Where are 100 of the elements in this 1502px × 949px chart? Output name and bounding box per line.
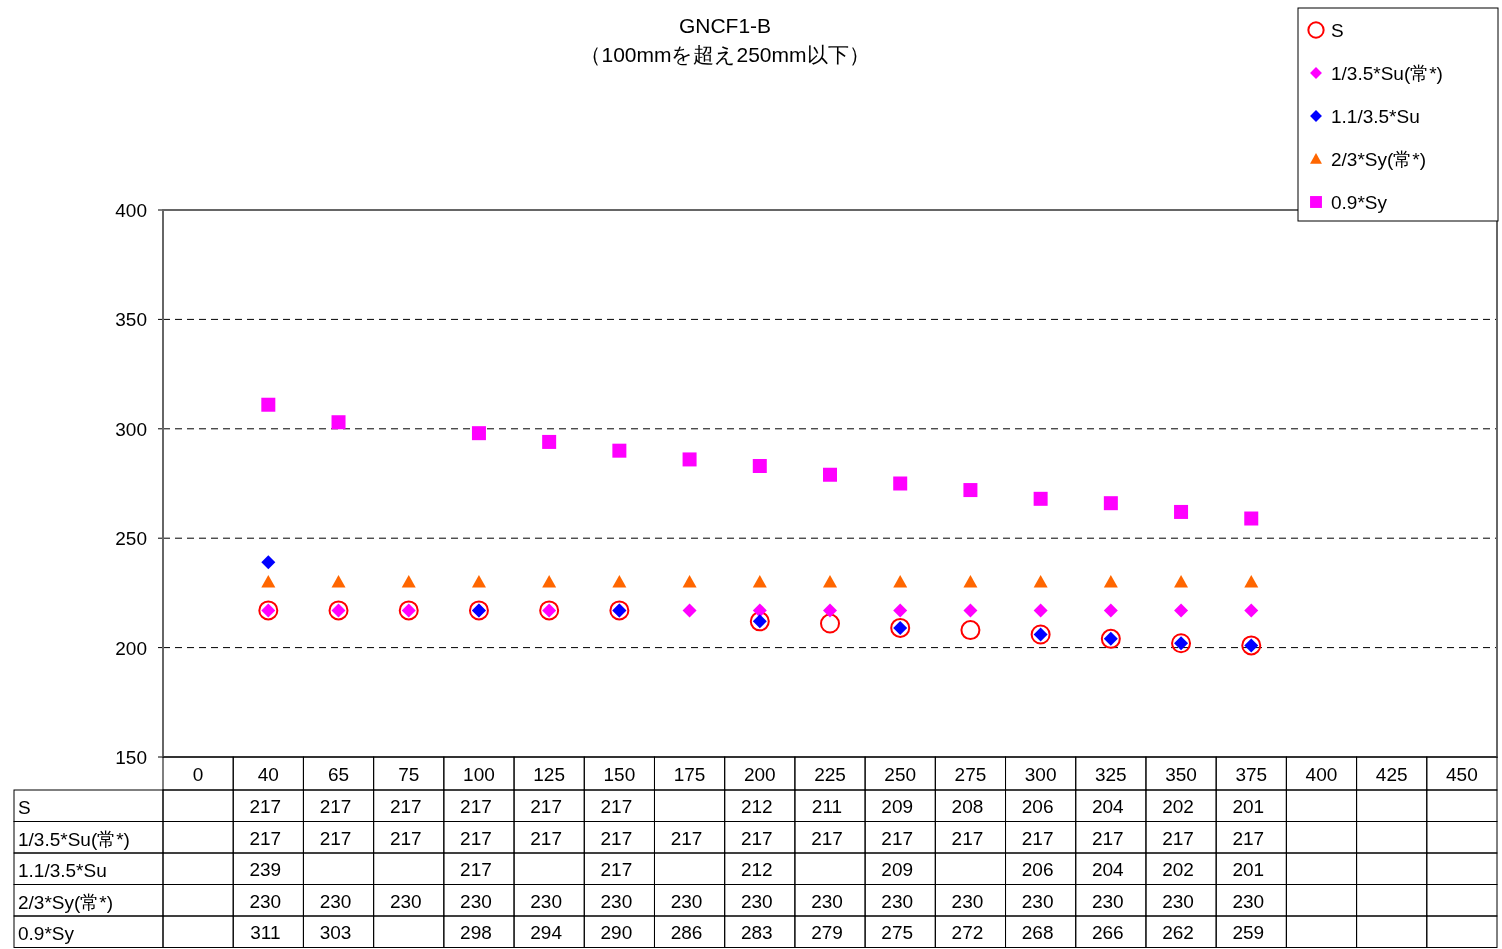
data-label: 303 <box>319 922 352 943</box>
x-tick-label: 40 <box>257 764 279 785</box>
data-label: 294 <box>530 922 563 943</box>
x-tick-label: 375 <box>1235 764 1268 785</box>
legend-label: 1.1/3.5*Su <box>1331 106 1420 127</box>
data-label: 217 <box>881 827 914 849</box>
x-tick-label: 150 <box>603 764 636 785</box>
y-tick-label: 150 <box>115 747 147 768</box>
x-tick-label: 450 <box>1446 764 1478 785</box>
data-label: 217 <box>389 796 422 817</box>
data-label: 217 <box>530 796 563 817</box>
data-label: 217 <box>319 827 352 849</box>
data-label: 217 <box>460 796 492 817</box>
data-label: 272 <box>951 922 984 943</box>
text: S <box>18 797 31 818</box>
text: 1/3.5*Su(常*) <box>18 828 130 850</box>
x-tick-label: 225 <box>814 764 846 785</box>
x-tick-label: 425 <box>1375 764 1408 785</box>
data-label: 202 <box>1162 859 1194 880</box>
data-label: 217 <box>460 827 492 849</box>
data-label: 208 <box>951 796 984 817</box>
data-label: 230 <box>1162 890 1194 912</box>
y-tick-label: 300 <box>115 418 147 440</box>
data-label: 230 <box>881 890 914 912</box>
chart-title: GNCF1-B <box>678 14 772 37</box>
data-label: 209 <box>881 796 914 817</box>
data-label: 298 <box>460 922 492 943</box>
data-label: 239 <box>249 859 282 880</box>
data-label: 204 <box>1091 796 1125 817</box>
text: 0.9*Sy <box>18 923 74 944</box>
y-tick-label: 400 <box>115 200 147 221</box>
legend-label: S <box>1331 20 1344 41</box>
data-label: 283 <box>740 922 773 943</box>
text: 1.1/3.5*Su <box>18 860 107 881</box>
data-label: 279 <box>811 922 843 943</box>
data-label: 204 <box>1091 859 1125 880</box>
data-label: 201 <box>1232 796 1265 817</box>
data-label: 262 <box>1162 922 1194 943</box>
data-label: 217 <box>811 827 843 849</box>
x-tick-label: 75 <box>398 764 420 785</box>
data-label: 217 <box>1232 827 1265 849</box>
data-label: 212 <box>740 796 773 817</box>
data-label: 217 <box>1021 827 1054 849</box>
data-label: 201 <box>1232 859 1265 880</box>
x-tick-label: 100 <box>463 764 495 785</box>
data-label: 230 <box>1091 890 1124 912</box>
data-label: 275 <box>881 922 914 943</box>
data-label: 230 <box>389 890 422 912</box>
data-label: 286 <box>670 922 703 943</box>
data-label: 217 <box>389 827 422 849</box>
x-tick-label: 400 <box>1305 764 1338 785</box>
data-label: 230 <box>951 890 984 912</box>
x-tick-label: 275 <box>954 764 987 785</box>
data-label: 217 <box>249 796 282 817</box>
legend-label: 0.9*Sy <box>1331 192 1388 213</box>
data-label: 268 <box>1021 922 1054 943</box>
x-tick-label: 325 <box>1094 764 1127 785</box>
data-label: 259 <box>1232 922 1265 943</box>
data-label: 209 <box>881 859 914 880</box>
x-tick-label: 300 <box>1024 764 1057 785</box>
data-label: 211 <box>811 796 843 817</box>
x-tick-label: 65 <box>327 764 350 785</box>
x-tick-label: 200 <box>743 764 776 785</box>
legend-label: 1/3.5*Su(常*) <box>1331 63 1443 84</box>
data-label: 217 <box>600 827 633 849</box>
data-label: 217 <box>530 827 563 849</box>
data-label: 206 <box>1021 859 1054 880</box>
data-label: 217 <box>740 827 773 849</box>
data-label: 217 <box>1091 827 1124 849</box>
data-label: 217 <box>319 796 352 817</box>
data-label: 212 <box>740 859 773 880</box>
data-label: 230 <box>600 890 633 912</box>
data-label: 266 <box>1091 922 1124 943</box>
data-label: 230 <box>1232 890 1265 912</box>
data-label: 230 <box>1021 890 1054 912</box>
data-label: 230 <box>319 890 352 912</box>
x-tick-label: 250 <box>884 764 917 785</box>
x-tick-label: 175 <box>673 764 706 785</box>
data-label: 230 <box>811 890 843 912</box>
y-tick-label: 200 <box>115 637 147 659</box>
x-tick-label: 0 <box>192 764 204 785</box>
legend-label: 2/3*Sy(常*) <box>1331 149 1427 170</box>
data-label: 230 <box>670 890 703 912</box>
y-tick-label: 250 <box>115 528 147 550</box>
data-label: 217 <box>1162 827 1194 849</box>
data-label: 206 <box>1021 796 1054 817</box>
x-tick-label: 350 <box>1165 764 1197 785</box>
y-tick-label: 350 <box>115 309 147 331</box>
chart-subtitle: （100mmを超え250mm以下） <box>580 43 870 66</box>
data-label: 217 <box>600 859 633 880</box>
data-label: 230 <box>249 890 282 912</box>
text: 2/3*Sy(常*) <box>18 891 114 913</box>
data-label: 230 <box>460 890 492 912</box>
data-label: 217 <box>951 827 984 849</box>
data-label: 217 <box>460 859 492 880</box>
data-label: 230 <box>530 890 563 912</box>
data-label: 290 <box>600 922 633 943</box>
data-label: 217 <box>249 827 282 849</box>
data-label: 202 <box>1162 796 1194 817</box>
x-tick-label: 125 <box>533 764 566 785</box>
